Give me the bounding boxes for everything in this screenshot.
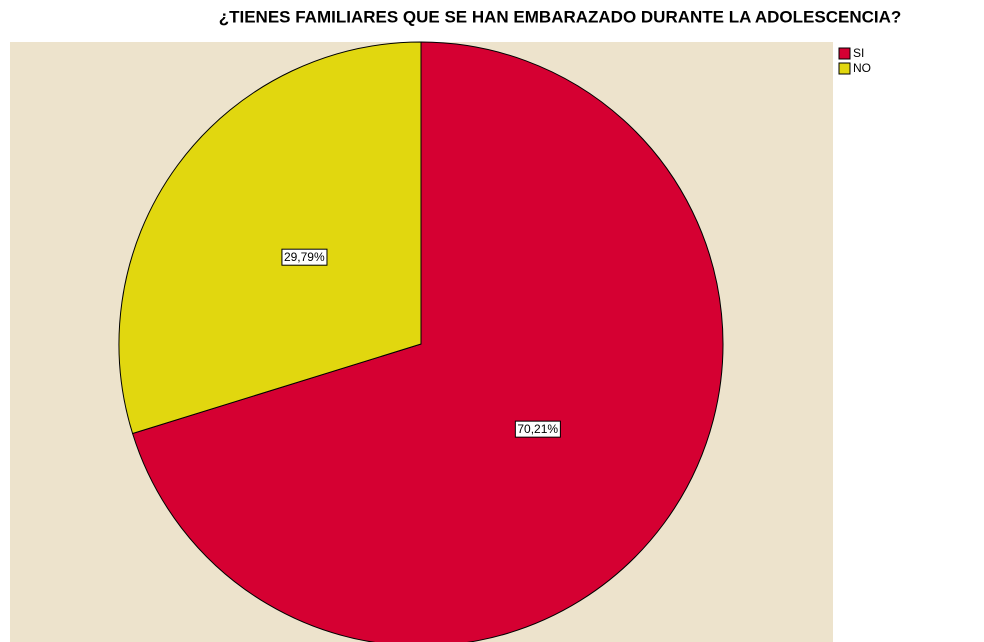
legend-label: NO xyxy=(853,61,871,75)
pie-slice xyxy=(131,41,724,642)
value-label: 29,79% xyxy=(284,250,325,264)
value-label-box xyxy=(281,248,328,266)
legend-label: SI xyxy=(853,46,864,60)
value-label: 70,21% xyxy=(517,422,558,436)
chart-title: ¿TIENES FAMILIARES QUE SE HAN EMBARAZADO… xyxy=(219,7,902,26)
legend-swatch xyxy=(838,47,851,60)
pie-slice xyxy=(118,41,422,435)
value-label-box xyxy=(514,420,561,438)
legend-swatch xyxy=(838,62,851,75)
